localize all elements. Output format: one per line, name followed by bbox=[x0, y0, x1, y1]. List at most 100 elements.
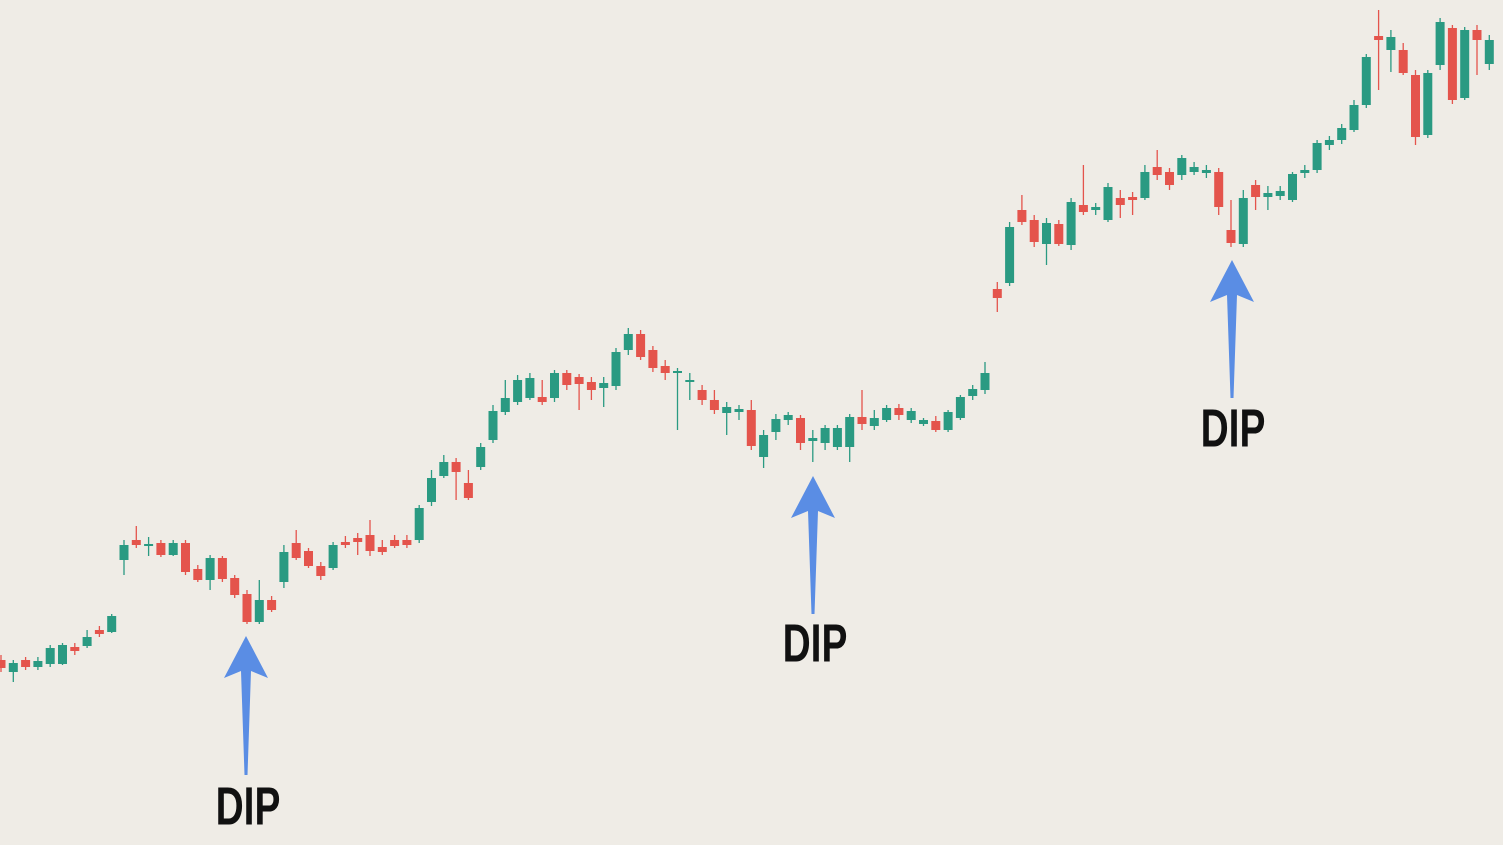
candle-body bbox=[181, 543, 190, 572]
candle-body bbox=[697, 390, 707, 400]
candle-body bbox=[1398, 50, 1408, 73]
candle-body bbox=[955, 397, 965, 418]
candle-body bbox=[1140, 172, 1150, 198]
candle-body bbox=[205, 558, 215, 580]
candle-body bbox=[1374, 36, 1384, 40]
candle-body bbox=[131, 540, 141, 545]
candle-body bbox=[1201, 170, 1211, 173]
candle-body bbox=[685, 380, 695, 382]
candle-body bbox=[279, 552, 289, 582]
candle-body bbox=[291, 543, 301, 558]
candle-body bbox=[869, 418, 879, 426]
candle-body bbox=[980, 373, 990, 390]
candle-body bbox=[1103, 187, 1113, 220]
arrow bbox=[224, 636, 268, 775]
candle-body bbox=[488, 411, 498, 440]
candle-body bbox=[1078, 205, 1088, 212]
candle-body bbox=[217, 558, 227, 579]
candle-body bbox=[144, 544, 154, 546]
candle-body bbox=[328, 545, 338, 568]
candle-body bbox=[894, 408, 904, 415]
candle-body bbox=[94, 630, 104, 634]
candle-body bbox=[796, 418, 805, 443]
candle-body bbox=[1324, 140, 1334, 145]
candle-body bbox=[1312, 143, 1322, 170]
candle-body bbox=[513, 380, 523, 402]
candle-body bbox=[550, 373, 559, 398]
candle-body bbox=[648, 350, 658, 368]
candle-body bbox=[414, 508, 424, 540]
candle-body bbox=[1165, 172, 1174, 185]
candle-body bbox=[427, 478, 436, 502]
candle-body bbox=[500, 398, 510, 412]
candle-body bbox=[70, 647, 80, 651]
candle-body bbox=[1214, 172, 1224, 207]
arrow bbox=[791, 476, 835, 614]
candle-body bbox=[463, 483, 473, 498]
candle-body bbox=[1054, 224, 1064, 244]
candle-body bbox=[33, 661, 43, 667]
candle-body bbox=[365, 535, 375, 551]
candle-body bbox=[562, 373, 572, 385]
candle-body bbox=[1189, 167, 1199, 172]
annotation: DIP bbox=[216, 775, 281, 836]
candle-body bbox=[439, 462, 449, 476]
candle-body bbox=[857, 417, 867, 424]
candle-body bbox=[230, 578, 240, 595]
candle-body bbox=[82, 637, 92, 646]
candle-body bbox=[968, 389, 978, 396]
candle-body bbox=[992, 289, 1002, 298]
candle-body bbox=[168, 543, 178, 555]
candle-body bbox=[722, 407, 732, 413]
candle-body bbox=[1263, 193, 1273, 197]
candle-body bbox=[1226, 230, 1236, 243]
candle-body bbox=[537, 397, 547, 402]
candle-body bbox=[267, 600, 277, 610]
candle-body bbox=[156, 543, 166, 555]
candle-body bbox=[1349, 105, 1359, 130]
candle-body bbox=[1238, 198, 1248, 244]
annotation: DIP bbox=[1201, 397, 1266, 458]
candle-body bbox=[0, 660, 6, 668]
candle-body bbox=[390, 540, 400, 546]
candle-body bbox=[304, 551, 313, 566]
arrow bbox=[1210, 260, 1254, 398]
candle-body bbox=[353, 538, 363, 542]
candle-body bbox=[1435, 22, 1445, 65]
candle-body bbox=[1042, 223, 1051, 244]
candle-body bbox=[8, 663, 18, 672]
candle-body bbox=[771, 419, 781, 432]
annotation: DIP bbox=[783, 612, 848, 673]
candle-body bbox=[402, 540, 412, 545]
candle-body bbox=[919, 420, 928, 424]
candle-body bbox=[906, 411, 916, 420]
candle-body bbox=[1411, 75, 1420, 137]
candle-body bbox=[1091, 207, 1101, 210]
candle-body bbox=[1115, 198, 1125, 205]
candle-body bbox=[1251, 185, 1261, 197]
candle-body bbox=[1300, 170, 1310, 173]
candle-body bbox=[783, 415, 793, 420]
candle-body bbox=[820, 428, 830, 443]
candle-body bbox=[759, 435, 769, 457]
candle-body bbox=[254, 600, 264, 622]
candle-body bbox=[1460, 30, 1470, 98]
candle-body bbox=[451, 462, 461, 472]
candle-body bbox=[1472, 30, 1482, 40]
candle-body bbox=[193, 569, 203, 580]
candle-body bbox=[586, 382, 596, 390]
candle-body bbox=[340, 542, 350, 545]
candle-body bbox=[599, 383, 609, 388]
candle-body bbox=[1337, 128, 1347, 140]
candle-body bbox=[21, 660, 31, 667]
candle-body bbox=[1152, 167, 1162, 175]
candle-body bbox=[1484, 40, 1494, 64]
candle-body bbox=[58, 645, 67, 664]
candle-body bbox=[525, 378, 535, 398]
candle-body bbox=[746, 410, 756, 446]
candle-body bbox=[808, 438, 818, 441]
candle-body bbox=[882, 408, 892, 420]
candle-body bbox=[673, 371, 682, 373]
